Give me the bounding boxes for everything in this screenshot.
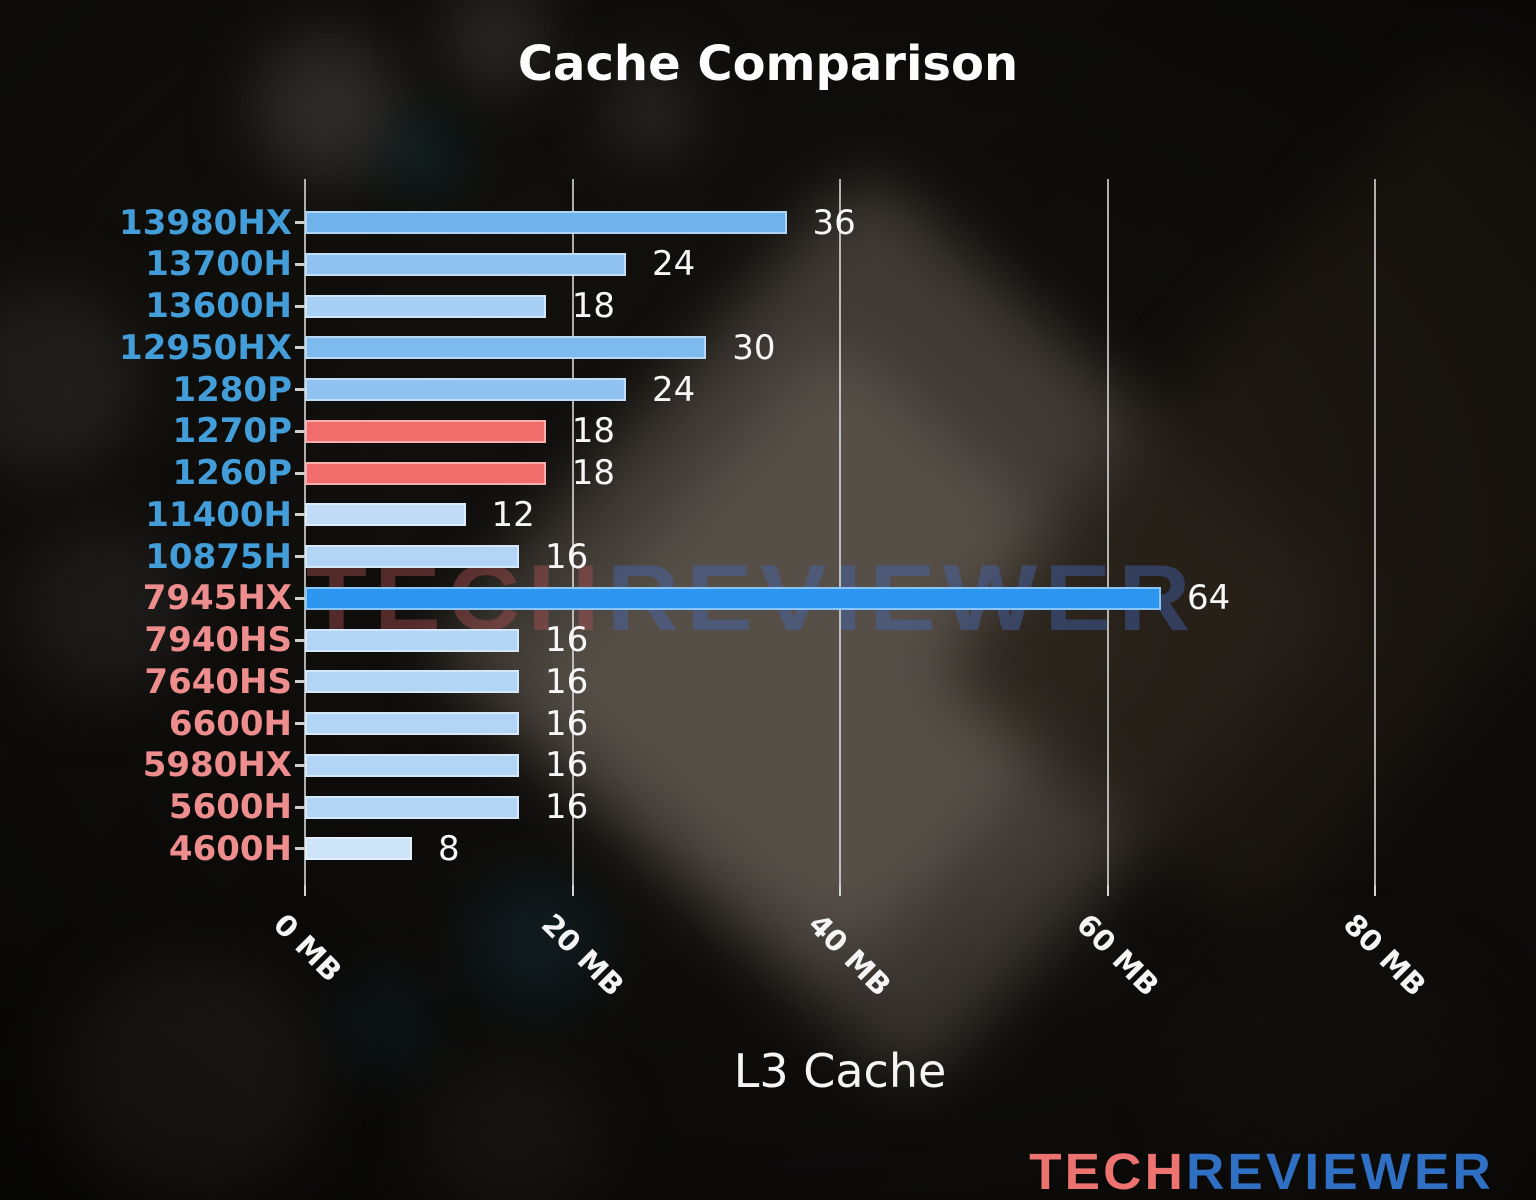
y-axis-tick — [295, 304, 305, 308]
y-axis-tick — [295, 763, 305, 767]
x-axis-tick — [571, 885, 574, 896]
bar — [305, 586, 1161, 610]
category-label: 10875H — [145, 536, 292, 577]
y-axis-tick — [295, 221, 305, 224]
category-label: 6600H — [168, 703, 292, 744]
bar — [305, 419, 546, 443]
y-axis-tick — [295, 805, 305, 809]
plot-area: 13980HX 36 13700H 24 13600H 18 12950HX 30 1280P 2… — [119, 179, 1433, 1003]
value-label: 24 — [652, 369, 696, 410]
y-axis-tick — [295, 429, 305, 433]
bar — [305, 336, 707, 360]
value-label: 16 — [545, 703, 589, 744]
category-label: 7640HS — [144, 661, 292, 702]
category-label: 11400H — [145, 494, 292, 535]
x-axis-tick — [1374, 885, 1376, 896]
category-label: 5980HX — [142, 745, 292, 786]
bar — [305, 294, 546, 318]
value-label: 12 — [491, 494, 535, 535]
y-axis-tick — [295, 680, 305, 684]
y-axis-tick — [295, 638, 305, 642]
y-axis-tick — [295, 262, 305, 266]
y-axis-tick — [295, 596, 305, 600]
category-label: 12950HX — [119, 327, 292, 368]
category-label: 13600H — [145, 286, 292, 326]
y-axis-tick — [295, 513, 305, 517]
bar — [305, 211, 787, 234]
value-label: 8 — [438, 828, 460, 869]
category-label: 1260P — [172, 453, 292, 493]
value-label: 16 — [545, 745, 589, 786]
bar — [305, 503, 466, 527]
category-label: 13700H — [145, 244, 292, 285]
bar — [305, 628, 519, 652]
x-axis-tick — [1106, 885, 1109, 896]
value-label: 16 — [545, 536, 589, 577]
category-label: 7945HX — [142, 578, 292, 619]
category-label: 13980HX — [119, 202, 292, 243]
x-axis-tick — [304, 885, 306, 896]
category-label: 4600H — [168, 828, 292, 869]
gridline — [1106, 179, 1109, 885]
y-axis-tick — [295, 722, 305, 725]
x-axis-tick — [839, 885, 841, 896]
value-label: 64 — [1187, 578, 1231, 619]
chart-title: Cache Comparison — [517, 36, 1019, 92]
category-label: 5600H — [168, 787, 292, 827]
value-label: 16 — [545, 661, 589, 702]
value-label: 24 — [652, 244, 696, 285]
category-label: 1270P — [172, 411, 292, 452]
gridline — [304, 179, 306, 885]
value-label: 18 — [571, 453, 616, 493]
bars: 13980HX 36 13700H 24 13600H 18 12950HX 30 1280P 2… — [119, 179, 1375, 885]
value-label: 18 — [571, 411, 616, 452]
y-axis-tick — [295, 471, 305, 475]
category-label: 1280P — [172, 369, 292, 410]
value-label: 16 — [545, 620, 589, 660]
value-label: 16 — [545, 787, 589, 827]
bar — [305, 378, 626, 401]
logo: TECHREVIEWER — [1029, 1146, 1494, 1197]
bar — [305, 670, 519, 694]
bar — [305, 795, 519, 819]
gridline — [571, 179, 574, 885]
x-axis-title: L3 Cache — [733, 1044, 947, 1098]
y-axis-tick — [295, 388, 305, 391]
category-label: 7940HS — [144, 620, 292, 660]
bar — [305, 461, 546, 485]
y-axis-tick — [295, 847, 305, 851]
value-label: 30 — [732, 327, 776, 368]
y-axis-tick — [295, 346, 305, 350]
gridline — [1374, 179, 1376, 885]
bar — [305, 753, 519, 777]
bar — [305, 545, 519, 568]
value-label: 18 — [571, 286, 616, 326]
bar — [305, 252, 626, 276]
bar — [305, 712, 519, 735]
value-label: 36 — [812, 202, 856, 243]
logo-tech: TECH — [1029, 1143, 1187, 1200]
gridline — [839, 179, 841, 885]
y-axis-tick — [295, 555, 305, 558]
logo-reviewer: REVIEWER — [1186, 1143, 1494, 1200]
bar — [305, 837, 412, 861]
